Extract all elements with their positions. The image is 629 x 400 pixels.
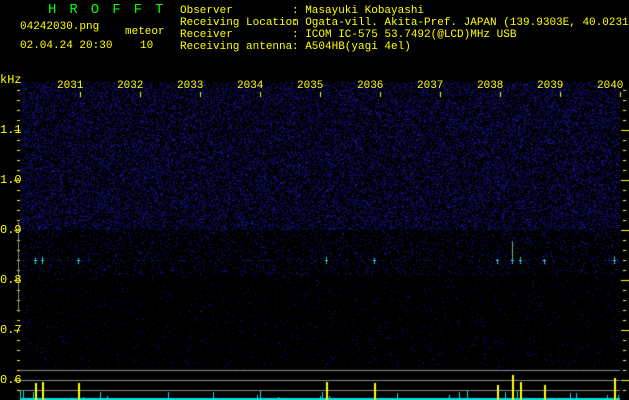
x-tick-label: 2039 [537,80,564,92]
x-tick-label: 2035 [297,80,324,92]
info-value-location: : Ogata-vill. Akita-Pref. JAPAN (139.930… [292,17,629,29]
info-label-antenna: Receiving antenna [180,41,293,53]
info-label-location: Receiving Location [180,17,299,29]
x-tick-label: 2034 [237,80,264,92]
y-axis-unit: kHz [0,73,22,87]
meteor-count: 10 [140,40,154,52]
filename: 04242030.png [20,21,100,33]
x-tick-label: 2038 [477,80,504,92]
x-tick-label: 2040 [597,80,624,92]
info-value-receiver: : ICOM IC-575 53.7492(@LCD)MHz USB [292,29,517,41]
y-tick-label: 0.9 [0,223,22,237]
y-tick-label: 0.7 [0,323,22,337]
x-tick-label: 2033 [177,80,204,92]
x-tick-label: 2031 [57,80,84,92]
x-tick-label: 2037 [417,80,444,92]
app-title: HROFFT [48,2,177,18]
x-tick-label: 2032 [117,80,144,92]
info-value-observer: : Masayuki Kobayashi [292,5,425,17]
info-label-observer: Observer [180,5,233,17]
info-label-receiver: Receiver [180,29,233,41]
meteor-label: meteor [125,26,165,38]
y-tick-label: 0.8 [0,273,22,287]
y-tick-label: 0.6 [0,373,22,387]
y-tick-label: 1.1 [0,123,22,137]
datetime: 02.04.24 20:30 [20,40,113,52]
x-tick-label: 2036 [357,80,384,92]
y-tick-label: 1.0 [0,173,22,187]
info-value-antenna: : A504HB(yagi 4el) [292,41,411,53]
